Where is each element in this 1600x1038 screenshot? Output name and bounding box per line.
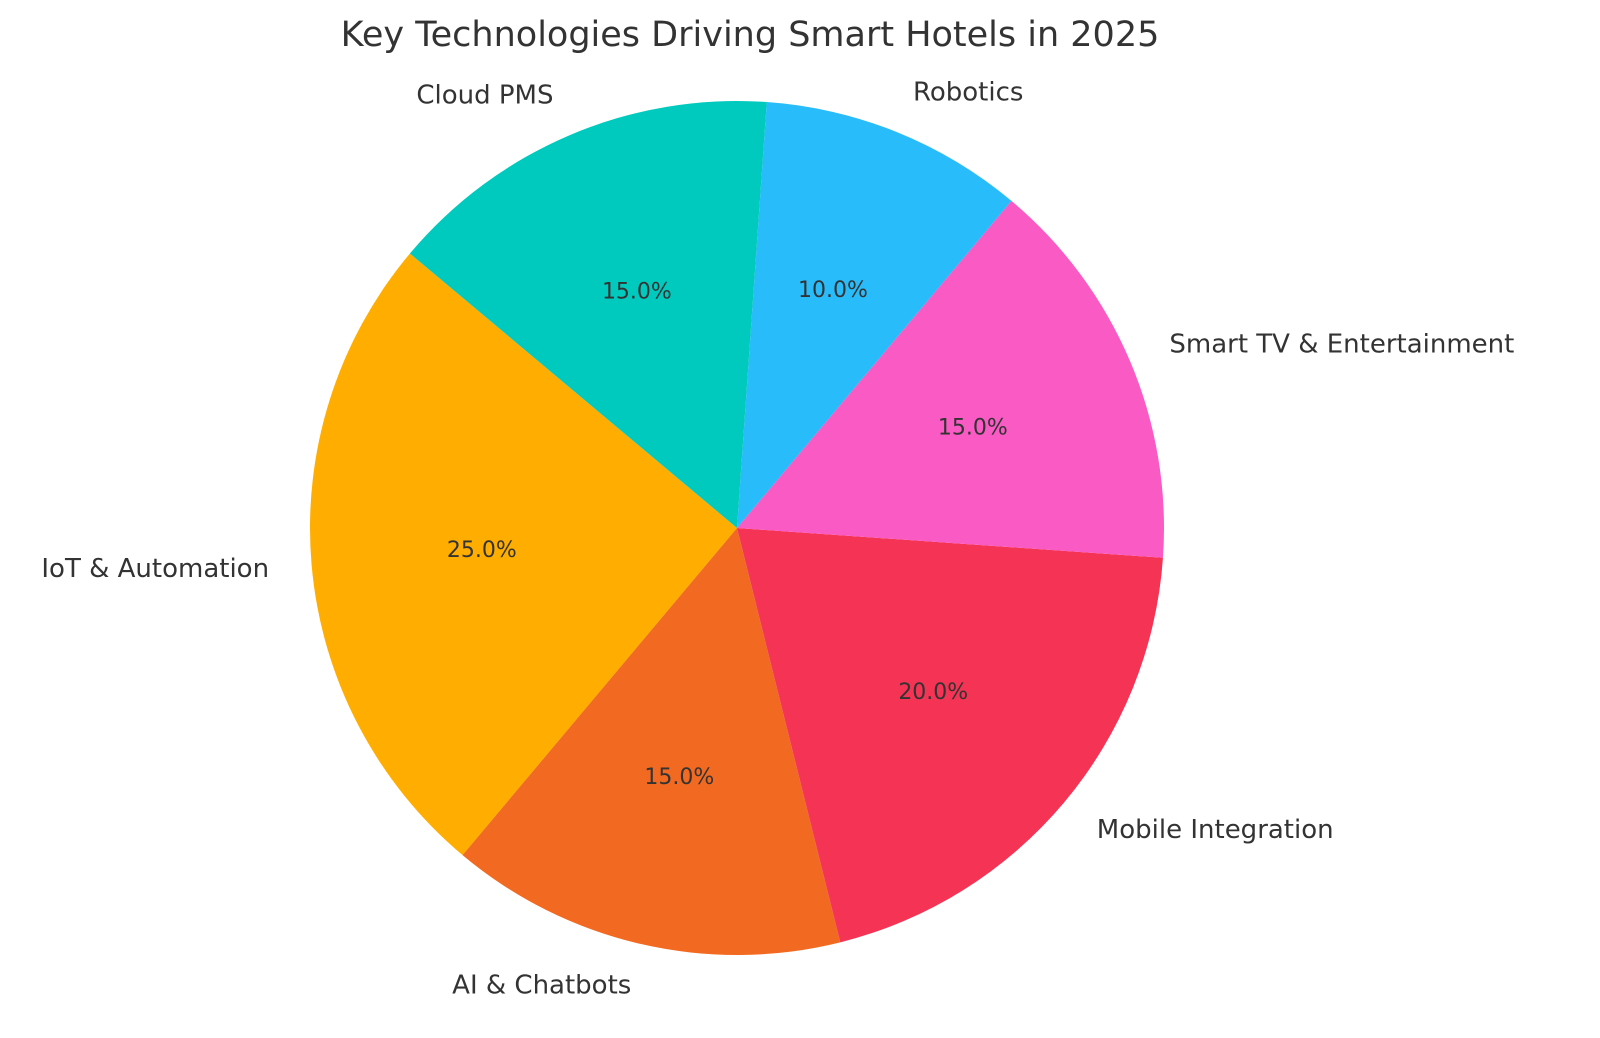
percent-label-robotics: 10.0% xyxy=(798,278,868,303)
percent-label-smart-tv-and-entertainment: 15.0% xyxy=(938,415,1008,440)
category-label-iot-and-automation: IoT & Automation xyxy=(41,554,269,584)
slice-mobile-integration xyxy=(737,528,1163,943)
category-label-smart-tv-and-entertainment: Smart TV & Entertainment xyxy=(1169,329,1514,359)
percent-labels: 25.0% 15.0% 20.0% 15.0% 10.0% 15.0% xyxy=(447,278,1008,790)
percent-label-iot-and-automation: 25.0% xyxy=(447,538,517,563)
category-label-robotics: Robotics xyxy=(913,78,1023,108)
chart-title: Key Technologies Driving Smart Hotels in… xyxy=(341,15,1160,55)
category-labels: IoT & Automation AI & Chatbots Mobile Inte… xyxy=(41,78,1514,1001)
category-label-cloud-pms: Cloud PMS xyxy=(416,81,553,111)
category-label-ai-and-chatbots: AI & Chatbots xyxy=(452,971,631,1001)
slice-iot-and-automation xyxy=(310,253,737,856)
percent-label-ai-and-chatbots: 15.0% xyxy=(644,765,714,790)
slice-robotics xyxy=(737,102,1012,528)
slice-smart-tv-and-entertainment xyxy=(737,200,1164,558)
category-label-mobile-integration: Mobile Integration xyxy=(1097,815,1334,845)
slice-cloud-pms xyxy=(409,100,767,528)
percent-label-mobile-integration: 20.0% xyxy=(898,680,968,705)
slice-ai-and-chatbots xyxy=(462,528,841,955)
percent-label-cloud-pms: 15.0% xyxy=(602,280,672,305)
pie-slices xyxy=(310,100,1164,955)
